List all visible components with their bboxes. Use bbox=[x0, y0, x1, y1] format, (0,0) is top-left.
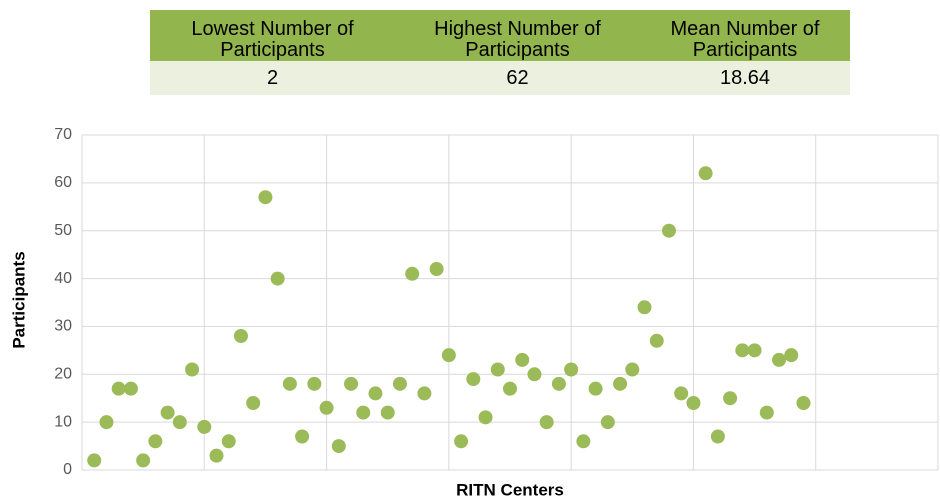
point bbox=[503, 381, 517, 396]
point bbox=[564, 362, 579, 377]
point bbox=[772, 352, 787, 367]
point bbox=[576, 434, 591, 449]
point bbox=[392, 376, 407, 391]
point bbox=[136, 453, 151, 468]
point bbox=[661, 223, 676, 238]
y-axis-label: Participants bbox=[9, 251, 28, 348]
y-tick-label: 60 bbox=[54, 174, 72, 191]
point bbox=[551, 376, 566, 391]
point bbox=[490, 362, 505, 377]
point bbox=[723, 391, 738, 406]
point bbox=[172, 415, 187, 430]
point bbox=[233, 329, 248, 343]
cell: 2 bbox=[150, 61, 395, 95]
point bbox=[539, 415, 554, 430]
point bbox=[368, 386, 383, 401]
y-tick-label: 70 bbox=[54, 126, 72, 143]
y-tick-label: 30 bbox=[54, 318, 72, 335]
point bbox=[784, 348, 799, 363]
point bbox=[270, 271, 285, 286]
point bbox=[344, 376, 359, 391]
point bbox=[148, 434, 163, 449]
point bbox=[674, 386, 689, 401]
point bbox=[454, 434, 469, 449]
point bbox=[649, 333, 664, 348]
cell: 62 bbox=[395, 61, 640, 95]
point bbox=[527, 367, 542, 382]
point bbox=[478, 410, 493, 425]
header-row: Lowest Number of Participants Highest Nu… bbox=[150, 10, 850, 61]
point bbox=[295, 429, 310, 444]
point bbox=[99, 415, 114, 430]
point bbox=[307, 376, 322, 391]
point bbox=[686, 396, 701, 410]
point bbox=[380, 405, 395, 420]
point bbox=[710, 429, 725, 444]
point bbox=[796, 396, 811, 410]
point bbox=[588, 381, 603, 396]
y-tick-label: 10 bbox=[54, 413, 72, 430]
point bbox=[600, 415, 615, 430]
cell: 18.64 bbox=[640, 61, 850, 95]
point bbox=[197, 419, 212, 434]
y-tick-label: 40 bbox=[54, 270, 72, 287]
point bbox=[698, 166, 713, 181]
point bbox=[160, 405, 175, 420]
y-tick-label: 20 bbox=[54, 366, 72, 383]
point bbox=[246, 396, 261, 410]
point bbox=[417, 386, 432, 401]
point bbox=[735, 343, 750, 358]
summary-table: Lowest Number of Participants Highest Nu… bbox=[150, 10, 850, 95]
header-cell: Mean Number of Participants bbox=[640, 10, 850, 61]
point bbox=[185, 362, 200, 377]
point bbox=[759, 405, 774, 420]
point bbox=[319, 400, 334, 415]
header-cell: Highest Number of Participants bbox=[395, 10, 640, 61]
point bbox=[747, 343, 762, 358]
point bbox=[613, 376, 628, 391]
point bbox=[221, 434, 236, 449]
data-row: 2 62 18.64 bbox=[150, 61, 850, 95]
point bbox=[209, 448, 224, 463]
point bbox=[405, 266, 420, 281]
point bbox=[111, 381, 126, 396]
point bbox=[356, 405, 371, 420]
point bbox=[466, 372, 481, 387]
point bbox=[441, 348, 456, 363]
point bbox=[87, 453, 102, 468]
point bbox=[625, 362, 640, 377]
point bbox=[331, 439, 346, 454]
x-axis-label: RITN Centers bbox=[456, 480, 564, 499]
point bbox=[515, 352, 530, 367]
y-tick-label: 50 bbox=[54, 222, 72, 239]
point bbox=[282, 376, 297, 391]
point bbox=[258, 190, 273, 205]
point bbox=[123, 381, 138, 396]
point bbox=[637, 300, 652, 315]
y-tick-label: 0 bbox=[63, 461, 72, 478]
point bbox=[429, 262, 444, 276]
header-cell: Lowest Number of Participants bbox=[150, 10, 395, 61]
